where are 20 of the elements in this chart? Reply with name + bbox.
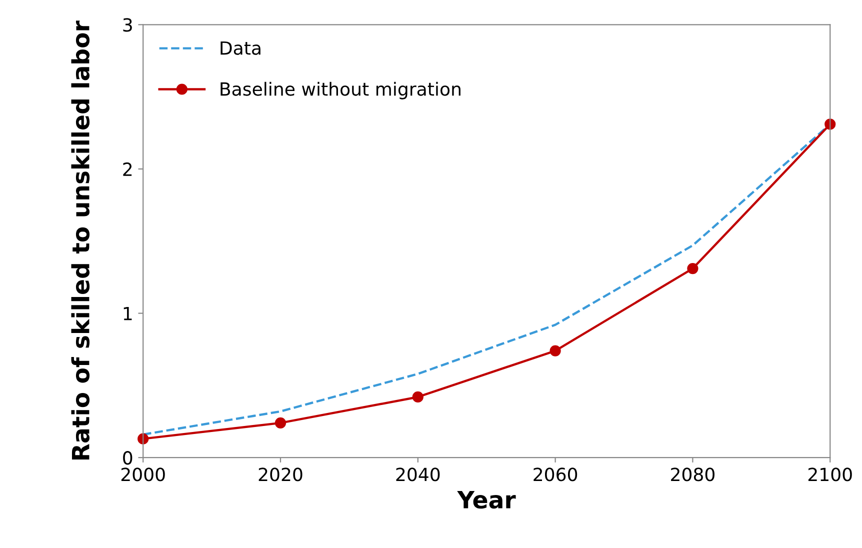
y-axis-title: Ratio of skilled to unskilled labor — [71, 20, 90, 460]
y-tick-label: 3 — [123, 18, 132, 32]
x-tick-label: 2080 — [671, 468, 714, 482]
x-tick-label: 2060 — [534, 468, 578, 482]
legend-label: Data — [220, 41, 260, 55]
y-tick-label: 1 — [124, 306, 132, 320]
x-tick-label: 2100 — [808, 468, 852, 482]
point — [687, 262, 698, 274]
x-tick-label: 2000 — [121, 468, 165, 482]
point — [138, 433, 149, 444]
point — [824, 118, 836, 130]
legend-label: Baseline without migration — [220, 82, 460, 100]
point — [550, 345, 561, 356]
y-tick-label: 0 — [123, 451, 132, 465]
point — [274, 417, 286, 428]
x-tick-label: 2040 — [396, 468, 440, 482]
x-tick-label: 2020 — [258, 468, 302, 482]
y-tick-label: 2 — [123, 162, 132, 176]
x-axis-title: Year — [457, 491, 516, 509]
point — [412, 391, 424, 403]
